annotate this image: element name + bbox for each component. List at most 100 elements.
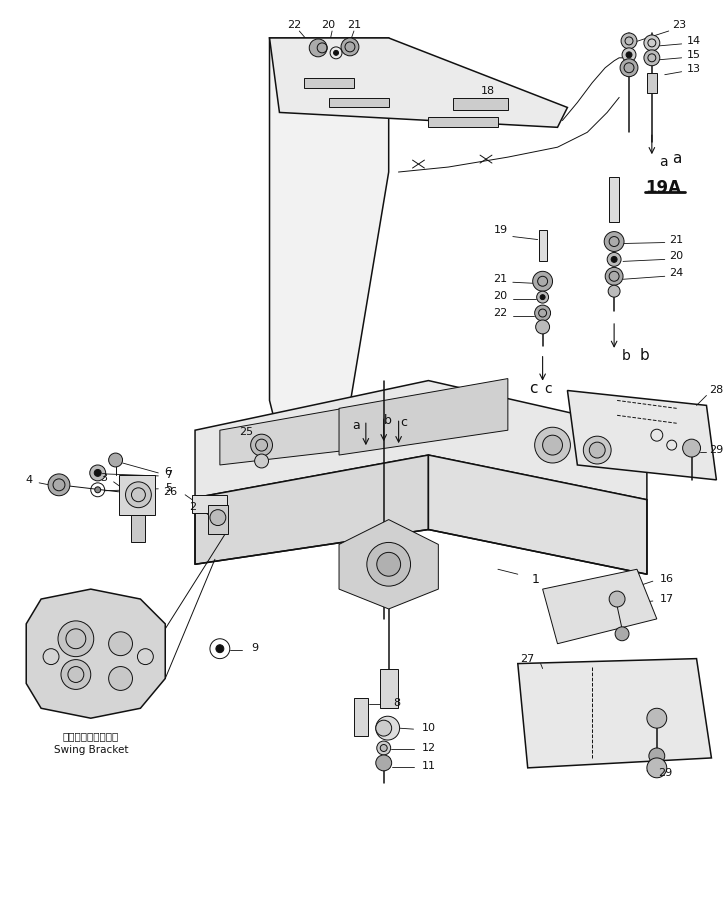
Circle shape (536, 320, 550, 334)
Circle shape (109, 453, 122, 467)
Text: 12: 12 (421, 743, 435, 753)
Text: 5: 5 (165, 483, 172, 493)
Polygon shape (208, 504, 228, 535)
Text: 20: 20 (670, 252, 683, 262)
Circle shape (94, 469, 101, 477)
Circle shape (125, 482, 151, 508)
Text: 19A: 19A (645, 179, 681, 197)
Text: 21: 21 (347, 20, 361, 30)
Polygon shape (304, 77, 354, 88)
Polygon shape (354, 698, 368, 736)
Polygon shape (26, 589, 165, 718)
Circle shape (647, 758, 667, 778)
Circle shape (376, 755, 392, 771)
Circle shape (607, 253, 621, 266)
Circle shape (367, 542, 411, 586)
Text: 10: 10 (421, 723, 435, 733)
Circle shape (341, 38, 359, 56)
Polygon shape (195, 455, 429, 564)
Text: 29: 29 (657, 768, 672, 778)
Text: 18: 18 (481, 86, 495, 96)
Polygon shape (539, 230, 547, 262)
Circle shape (611, 256, 617, 263)
Text: 16: 16 (660, 574, 674, 585)
Polygon shape (542, 569, 657, 644)
Circle shape (649, 748, 665, 764)
Circle shape (605, 231, 624, 252)
Circle shape (334, 51, 339, 55)
Text: 29: 29 (710, 445, 723, 455)
Text: 6: 6 (165, 467, 172, 477)
Circle shape (109, 632, 132, 656)
Circle shape (615, 627, 629, 641)
Circle shape (251, 434, 272, 456)
Polygon shape (329, 98, 389, 108)
Circle shape (376, 716, 400, 740)
Text: 9: 9 (251, 643, 258, 653)
Circle shape (536, 291, 549, 303)
Circle shape (255, 454, 269, 468)
Text: 20: 20 (321, 20, 335, 30)
Polygon shape (192, 495, 227, 513)
Text: 8: 8 (393, 698, 400, 708)
Circle shape (622, 48, 636, 62)
Text: c: c (544, 382, 552, 396)
Text: 21: 21 (493, 274, 507, 284)
Polygon shape (429, 455, 647, 574)
Text: 13: 13 (686, 64, 701, 74)
Polygon shape (220, 408, 349, 465)
Polygon shape (339, 379, 508, 455)
Text: a: a (352, 419, 360, 431)
Polygon shape (269, 38, 389, 440)
Circle shape (608, 285, 620, 297)
Text: c: c (529, 381, 538, 396)
Text: 21: 21 (670, 234, 683, 244)
Circle shape (540, 295, 545, 300)
Circle shape (90, 465, 106, 481)
Text: 28: 28 (710, 385, 723, 396)
Polygon shape (195, 381, 647, 500)
Circle shape (626, 52, 632, 58)
Circle shape (376, 552, 400, 576)
Text: 15: 15 (686, 50, 701, 60)
Text: b: b (640, 349, 649, 363)
Polygon shape (380, 668, 397, 708)
Text: 25: 25 (240, 427, 253, 437)
Text: 17: 17 (660, 594, 674, 604)
Circle shape (609, 591, 625, 607)
Circle shape (683, 439, 701, 457)
Polygon shape (568, 391, 717, 479)
Text: 23: 23 (673, 20, 687, 30)
Circle shape (542, 435, 563, 455)
Text: a: a (672, 150, 681, 166)
Circle shape (48, 474, 70, 496)
Circle shape (380, 745, 387, 751)
Circle shape (95, 487, 101, 492)
Text: b: b (384, 414, 392, 427)
Circle shape (309, 39, 327, 57)
Polygon shape (339, 520, 438, 609)
Polygon shape (429, 117, 498, 127)
Circle shape (620, 59, 638, 77)
Text: 2: 2 (190, 502, 197, 512)
Circle shape (109, 667, 132, 691)
Circle shape (605, 267, 623, 285)
Polygon shape (647, 73, 657, 92)
Text: 3: 3 (100, 473, 107, 483)
Circle shape (621, 33, 637, 49)
Text: 24: 24 (670, 268, 683, 278)
Circle shape (534, 427, 571, 463)
Text: 19: 19 (494, 225, 508, 234)
Circle shape (589, 443, 605, 458)
Text: a: a (660, 155, 668, 169)
Circle shape (376, 720, 392, 736)
Text: 14: 14 (686, 36, 701, 46)
Text: 22: 22 (287, 20, 301, 30)
Circle shape (61, 659, 90, 690)
Text: スイングブラケット: スイングブラケット (63, 731, 119, 741)
Text: 20: 20 (493, 291, 507, 301)
Circle shape (647, 708, 667, 728)
Polygon shape (119, 475, 156, 514)
Circle shape (584, 436, 611, 464)
Polygon shape (609, 177, 619, 221)
